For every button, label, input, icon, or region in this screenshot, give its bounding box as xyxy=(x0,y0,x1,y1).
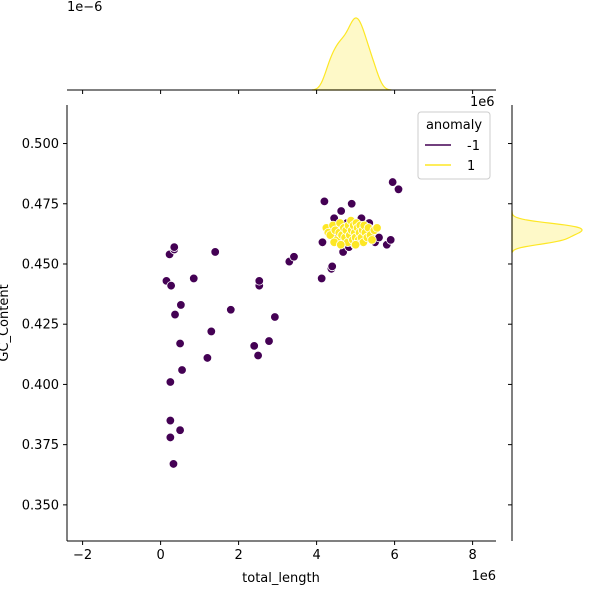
y-tick-label: 0.475 xyxy=(22,197,59,212)
y-tick-label: 0.375 xyxy=(22,438,59,453)
scatter-point xyxy=(350,240,361,250)
scatter-point xyxy=(170,309,180,320)
scatter-point xyxy=(367,235,377,245)
legend: anomaly -1 1 xyxy=(417,111,491,180)
scatter-point xyxy=(169,242,179,252)
x-tick-label: 2 xyxy=(234,548,242,563)
scatter-points xyxy=(161,177,404,469)
legend-title: anomaly xyxy=(426,118,482,133)
scatter-point xyxy=(253,350,263,361)
top-marginal: 1e−6 xyxy=(67,0,496,94)
legend-box xyxy=(417,111,491,180)
scatter-point xyxy=(264,336,274,346)
scatter-point xyxy=(249,341,259,351)
scatter-point xyxy=(270,312,280,322)
y-tick-label: 0.425 xyxy=(22,318,59,333)
legend-label-1: 1 xyxy=(467,159,475,174)
scatter-point xyxy=(336,206,346,216)
right-marginal: 1e6 xyxy=(470,95,583,541)
scatter-point xyxy=(226,305,236,315)
scatter-point xyxy=(165,415,176,426)
x-axis-ticks: −2 0 2 4 6 8 xyxy=(73,541,477,563)
top-marginal-density-1 xyxy=(312,17,392,91)
scatter-point xyxy=(327,261,337,272)
scatter-point xyxy=(336,240,346,250)
legend-label-neg1: -1 xyxy=(467,139,480,154)
scatter-point xyxy=(316,273,327,284)
scatter-point xyxy=(202,353,213,363)
scatter-point xyxy=(372,223,382,233)
scatter-point xyxy=(387,177,398,187)
x-tick-label: 0 xyxy=(156,548,164,563)
scatter-point xyxy=(165,377,176,387)
scatter-point xyxy=(393,184,404,195)
scatter-point xyxy=(168,459,179,469)
y-axis-label: GC_Content xyxy=(0,284,12,361)
scatter-point xyxy=(166,280,176,291)
main-axes: −2 0 2 4 6 8 0.3500.3750.4000.4250.4500.4750.… xyxy=(0,105,496,586)
x-tick-label: 6 xyxy=(390,548,398,563)
y-tick-label: 0.500 xyxy=(22,137,59,152)
x-tick-label: 8 xyxy=(468,548,476,563)
x-axis-label: total_length xyxy=(242,571,320,586)
scatter-point xyxy=(347,199,357,209)
x-axis-offset-label: 1e6 xyxy=(471,569,496,584)
scatter-point xyxy=(319,196,330,207)
right-marginal-density-1 xyxy=(511,210,583,253)
scatter-point xyxy=(210,247,220,257)
top-marginal-offset-label: 1e−6 xyxy=(67,0,102,15)
scatter-point xyxy=(317,237,328,248)
scatter-point xyxy=(189,273,199,284)
scatter-point xyxy=(386,235,396,245)
scatter-point xyxy=(289,252,299,262)
x-tick-label: 4 xyxy=(312,548,320,563)
top-marginal-xticks xyxy=(82,90,474,94)
scatter-point xyxy=(175,425,185,435)
scatter-point xyxy=(176,300,186,310)
x-tick-label: −2 xyxy=(73,548,92,563)
y-axis-ticks: 0.350 0.375 0.400 0.425 0.450 0.475 0.500 xyxy=(22,137,67,513)
scatter-point xyxy=(206,326,217,337)
y-tick-label: 0.400 xyxy=(22,378,59,393)
scatter-point xyxy=(254,276,264,286)
y-tick-label: 0.350 xyxy=(22,498,59,513)
right-marginal-yticks xyxy=(508,143,512,506)
y-tick-label: 0.450 xyxy=(22,257,59,272)
scatter-point xyxy=(165,432,176,443)
scatter-point xyxy=(177,365,187,375)
scatter-point xyxy=(175,338,185,349)
right-marginal-offset-label: 1e6 xyxy=(470,95,495,110)
